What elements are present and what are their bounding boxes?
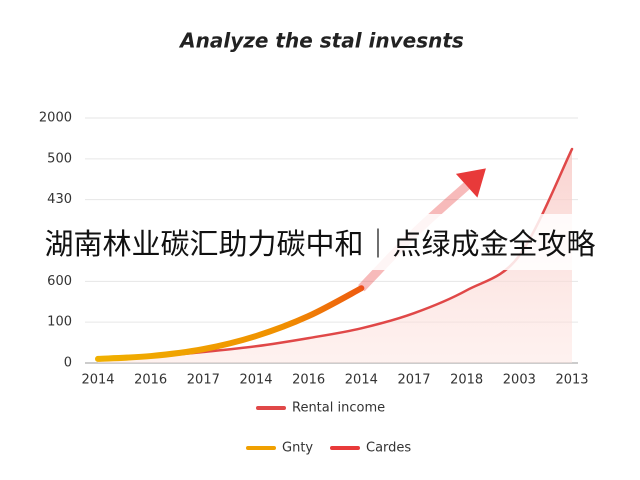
y-tick-label: 2000 (39, 111, 72, 126)
x-tick-label: 2013 (555, 373, 588, 388)
y-tick-label: 430 (47, 192, 72, 207)
x-tick-label: 2018 (450, 373, 483, 388)
banner: 湖南林业碳汇助力碳中和｜点绿成金全攻略 (0, 214, 640, 270)
y-tick-label: 500 (47, 151, 72, 166)
y-tick-label: 600 (47, 274, 72, 289)
line (95, 285, 365, 362)
legend-label: Rental income (292, 401, 385, 416)
x-tick-label: 2017 (187, 373, 220, 388)
area (98, 149, 572, 363)
legend-label: Cardes (366, 441, 411, 456)
chart-title: Analyze the stal invesnts (178, 29, 464, 53)
x-tick-label: 2014 (239, 373, 272, 388)
y-tick-label: 100 (47, 315, 72, 330)
arrow-head (455, 168, 486, 198)
x-tick-label: 2003 (503, 373, 536, 388)
x-tick-label: 2016 (134, 373, 167, 388)
x-tick-label: 2014 (345, 373, 378, 388)
legend-label: Gnty (282, 441, 313, 456)
x-tick-label: 2016 (292, 373, 325, 388)
x-tick-label: 2014 (81, 373, 114, 388)
y-tick-label: 0 (64, 356, 72, 371)
x-tick-label: 2017 (397, 373, 430, 388)
